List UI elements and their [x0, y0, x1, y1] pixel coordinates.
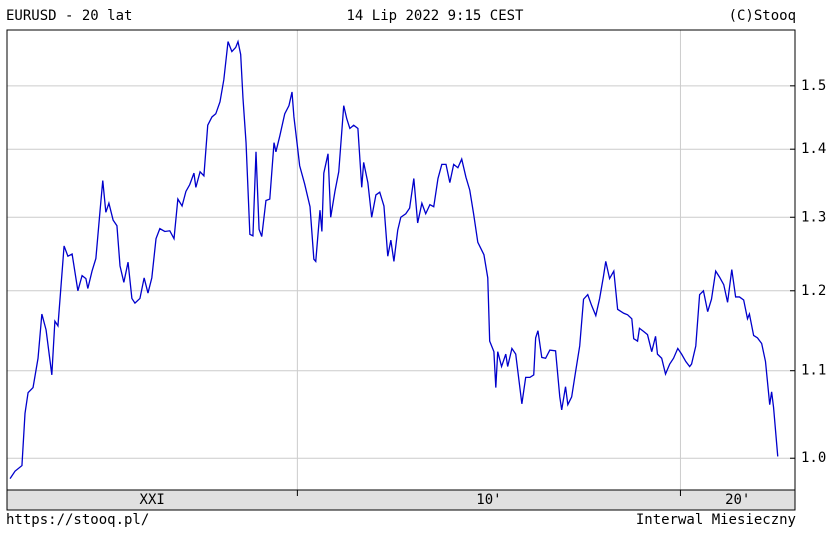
y-tick-label: 1.5	[801, 78, 826, 94]
y-tick-label: 1.2	[801, 283, 826, 299]
source: https://stooq.pl/	[6, 512, 149, 528]
plot-frame	[6, 29, 796, 491]
y-tick-label: 1.1	[801, 363, 826, 379]
x-tick-label: 10'	[476, 492, 501, 508]
y-tick-label: 1.4	[801, 141, 826, 157]
x-tick-label: 20'	[725, 492, 750, 508]
y-tick-label: 1.0	[801, 450, 826, 466]
x-tick-label: XXI	[140, 492, 165, 508]
chart-title: EURUSD - 20 lat	[6, 8, 132, 24]
chart-subtitle: 14 Lip 2022 9:15 CEST	[346, 8, 524, 24]
y-tick-label: 1.3	[801, 209, 826, 225]
interval: Interwal Miesieczny	[636, 512, 796, 528]
price-line	[9, 39, 779, 480]
x-axis-band	[6, 489, 796, 511]
copyright: (C)Stooq	[729, 8, 796, 24]
